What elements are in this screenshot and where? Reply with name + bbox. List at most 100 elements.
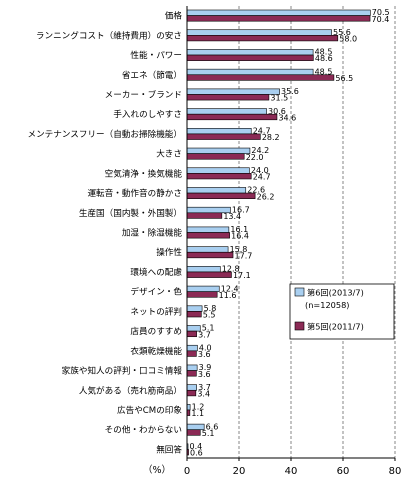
legend-label-series-2: 第5回(2011/7) [307, 322, 364, 332]
value-label-series-1-8: 24.0 [251, 166, 269, 175]
bar-series-1-2 [186, 49, 314, 56]
bar-series-2-21 [186, 429, 201, 436]
bar-series-1-11 [186, 226, 230, 233]
bar-series-2-6 [186, 133, 261, 140]
x-tick-label-4: 80 [389, 466, 402, 477]
value-label-series-2-5: 34.6 [278, 113, 296, 122]
value-label-series-1-19: 3.7 [198, 383, 211, 392]
bar-series-2-15 [186, 311, 202, 318]
bar-series-2-3 [186, 74, 335, 81]
value-label-series-1-0: 70.5 [372, 8, 390, 17]
category-label-2: 性能・パワー [130, 49, 182, 61]
value-label-series-1-21: 6.6 [206, 422, 219, 431]
bar-series-2-9 [186, 192, 256, 199]
bar-series-1-9 [186, 187, 247, 194]
value-label-series-2-18: 3.6 [198, 370, 211, 379]
bar-series-1-14 [186, 285, 220, 292]
value-label-series-1-4: 35.6 [281, 87, 299, 96]
value-label-series-2-17: 3.6 [198, 350, 211, 359]
bar-series-2-1 [186, 35, 339, 42]
value-label-series-1-17: 4.0 [199, 343, 212, 352]
category-label-20: 広告やCMの印象 [117, 404, 182, 416]
bar-series-2-14 [186, 291, 218, 298]
category-label-16: 店員のすすめ [130, 325, 182, 337]
category-label-15: ネットの評判 [130, 305, 182, 317]
category-label-1: ランニングコスト（維持費用）の安さ [36, 29, 182, 41]
category-label-14: デザイン・色 [130, 286, 182, 298]
bar-series-2-11 [186, 232, 230, 239]
value-label-series-2-0: 70.4 [372, 15, 390, 24]
bar-series-1-0 [186, 9, 371, 16]
category-label-19: 人気がある（売れ筋商品） [79, 384, 182, 396]
value-label-series-2-16: 3.7 [198, 330, 211, 339]
value-label-series-2-22: 0.6 [190, 449, 203, 458]
value-label-series-1-6: 24.7 [253, 127, 271, 136]
value-label-series-2-8: 24.7 [253, 173, 271, 182]
value-labels: 70.570.455.658.048.548.648.556.535.631.5… [190, 8, 390, 457]
category-label-18: 家族や知人の評判・口コミ情報 [62, 365, 183, 377]
value-label-series-2-1: 58.0 [339, 35, 357, 44]
value-label-series-1-2: 48.5 [315, 48, 333, 57]
value-label-series-1-7: 24.2 [251, 146, 269, 155]
category-label-8: 空気清浄・換気機能 [105, 167, 183, 179]
bar-series-2-5 [186, 113, 278, 121]
value-label-series-1-15: 5.8 [204, 304, 217, 313]
x-tick-label-0: 0 [184, 466, 190, 477]
bar-series-1-17 [186, 344, 198, 352]
category-label-9: 運転音・動作音の静かさ [87, 187, 182, 199]
legend-label-series-1: 第6回(2013/7) [307, 288, 364, 298]
category-label-11: 加湿・除湿機能 [122, 227, 183, 239]
category-label-13: 環境への配慮 [130, 266, 182, 278]
value-label-series-2-2: 48.6 [315, 54, 333, 63]
grid-lines [238, 6, 396, 458]
value-label-series-1-12: 15.8 [230, 245, 248, 254]
value-label-series-1-5: 30.6 [268, 107, 286, 116]
category-label-7: 大きさ [156, 148, 182, 160]
x-axis: 0 20 40 60 80 [184, 6, 402, 477]
value-label-series-2-7: 22.0 [246, 153, 264, 162]
bar-series-1-8 [186, 167, 250, 174]
value-label-series-2-19: 3.4 [197, 389, 210, 398]
category-label-3: 省エネ（節電） [122, 69, 182, 81]
bar-series-1-6 [186, 128, 252, 135]
value-label-series-2-9: 26.2 [257, 192, 275, 201]
bar-series-1-15 [186, 305, 203, 312]
bar-series-2-8 [186, 173, 252, 180]
category-label-22: 無回答 [156, 443, 182, 455]
category-label-6: メンテナンスフリー（自動お掃除機能） [27, 128, 182, 140]
bar-series-1-1 [186, 29, 332, 36]
value-label-series-1-13: 12.8 [222, 265, 240, 274]
value-label-series-2-21: 5.1 [202, 429, 215, 438]
legend-swatch-series-1 [294, 287, 305, 297]
value-label-series-2-11: 16.4 [231, 232, 249, 241]
bar-series-2-0 [186, 15, 371, 22]
value-label-series-1-14: 12.4 [221, 284, 239, 293]
x-tick-label-3: 60 [337, 466, 350, 477]
value-label-series-1-1: 55.6 [333, 28, 351, 37]
bar-series-1-18 [186, 364, 198, 371]
bar-series-1-19 [186, 384, 197, 391]
category-label-17: 衣類乾燥機能 [130, 345, 182, 357]
bar-series-1-4 [186, 88, 280, 95]
category-label-0: 価格 [165, 10, 183, 22]
category-label-4: メーカー・ブランド [105, 88, 182, 100]
bar-series-2-4 [186, 94, 270, 101]
bar-series-2-2 [186, 54, 314, 61]
bar-series-2-7 [186, 153, 245, 160]
legend: 第6回(2013/7) (n=12058) 第5回(2011/7) [289, 283, 395, 340]
value-label-series-2-12: 17.7 [235, 251, 253, 260]
value-label-series-1-20: 1.2 [192, 403, 205, 412]
bar-series-2-18 [186, 370, 197, 377]
value-label-series-2-10: 13.4 [223, 212, 241, 221]
bar-series-2-17 [186, 350, 197, 357]
bar-series-1-7 [186, 147, 251, 154]
bar-series-2-19 [186, 389, 197, 397]
value-label-series-1-10: 16.7 [232, 205, 250, 214]
value-label-series-1-9: 22.6 [247, 186, 265, 195]
bar-series-1-3 [186, 68, 314, 76]
value-label-series-1-16: 5.1 [202, 324, 215, 333]
value-label-series-2-4: 31.5 [270, 94, 288, 103]
legend-box [289, 283, 395, 340]
x-axis-unit: （%） [143, 464, 171, 476]
